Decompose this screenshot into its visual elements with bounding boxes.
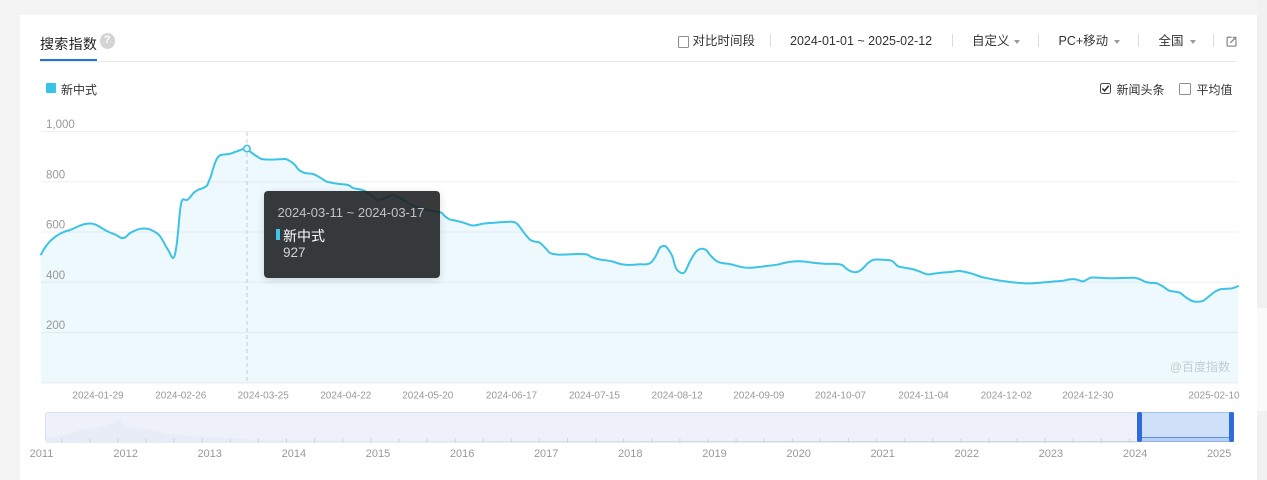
svg-text:2024-01-29: 2024-01-29 xyxy=(72,391,124,402)
svg-text:2024-04-22: 2024-04-22 xyxy=(320,391,372,402)
svg-text:@百度指数: @百度指数 xyxy=(1170,359,1230,374)
svg-text:2024-11-04: 2024-11-04 xyxy=(898,391,949,402)
svg-text:400: 400 xyxy=(46,270,65,282)
svg-text:2024-12-02: 2024-12-02 xyxy=(981,391,1033,402)
svg-text:2025-02-10: 2025-02-10 xyxy=(1188,391,1240,402)
svg-text:800: 800 xyxy=(46,169,65,181)
svg-text:2024-07-15: 2024-07-15 xyxy=(569,391,621,402)
svg-text:2024-08-12: 2024-08-12 xyxy=(652,391,704,402)
svg-text:200: 200 xyxy=(46,320,65,332)
svg-text:2024-10-07: 2024-10-07 xyxy=(815,391,867,402)
svg-text:2024-05-20: 2024-05-20 xyxy=(402,391,454,402)
svg-text:2024-03-25: 2024-03-25 xyxy=(238,391,290,402)
svg-text:600: 600 xyxy=(46,220,65,232)
svg-text:2024-02-26: 2024-02-26 xyxy=(155,391,207,402)
svg-text:2024-06-17: 2024-06-17 xyxy=(486,391,538,402)
svg-text:2024-12-30: 2024-12-30 xyxy=(1062,391,1114,402)
svg-text:1,000: 1,000 xyxy=(46,119,75,131)
svg-text:2024-09-09: 2024-09-09 xyxy=(733,391,785,402)
